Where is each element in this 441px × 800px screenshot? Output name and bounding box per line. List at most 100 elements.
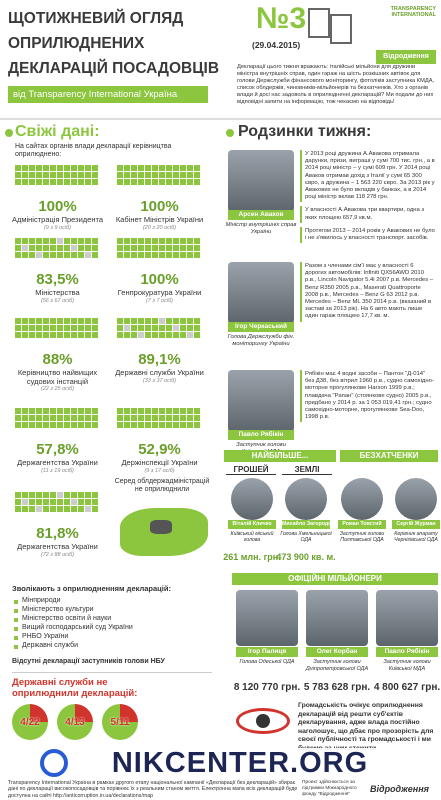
photo xyxy=(395,478,437,520)
waffle-cell xyxy=(159,252,165,258)
waffle-cell xyxy=(131,179,137,185)
waffle-cell xyxy=(131,422,137,428)
person-role: Керівник апарату Чернігівської ОДА xyxy=(394,531,438,543)
fact: У власності А.Авакова три квартири, одна… xyxy=(300,206,438,223)
waffle-cell xyxy=(152,238,158,244)
photo xyxy=(285,478,327,520)
photo xyxy=(228,370,294,432)
waffle-cell xyxy=(131,252,137,258)
person-name: Олег Корбан xyxy=(306,647,368,657)
stat-caption: Кабінет Міністрів України (20 з 20 осіб) xyxy=(112,215,207,231)
waffle-cell xyxy=(187,252,193,258)
waffle-cell xyxy=(187,415,193,421)
facts: Рябікін має 4 водні засоби – Пантон "Д-0… xyxy=(300,370,438,426)
waffle-cell xyxy=(138,325,144,331)
waffle-cell xyxy=(159,318,165,324)
waffle-cell xyxy=(22,165,28,171)
stat-label: Державні служби України xyxy=(115,368,204,377)
waffle-cell xyxy=(85,492,91,498)
photo xyxy=(228,150,294,212)
footer-text: Transparency International Україна в рам… xyxy=(8,780,298,799)
waffle-cell xyxy=(57,499,63,505)
waffle-cell xyxy=(194,325,200,331)
waffle-cell xyxy=(78,506,84,512)
waffle-cell xyxy=(166,172,172,178)
stat-caption: Держінспекції України (9 з 17 осіб) xyxy=(112,458,207,473)
waffle-cell xyxy=(152,408,158,414)
waffle-cell xyxy=(15,332,21,338)
waffle-cell xyxy=(152,422,158,428)
waffle-cell xyxy=(15,506,21,512)
column-title: ЗЕМЛІ xyxy=(282,465,332,475)
waffle-cell xyxy=(78,408,84,414)
waffle-cell xyxy=(50,172,56,178)
stat-value: 100% xyxy=(140,198,179,215)
waffle-cell xyxy=(124,415,130,421)
stat-caption: Держагентства України (11 з 19 осіб) xyxy=(10,458,105,473)
waffle-cell xyxy=(78,179,84,185)
waffle xyxy=(117,238,202,268)
waffle-cell xyxy=(145,165,151,171)
stat-value: 52,9% xyxy=(138,441,181,458)
waffle-cell xyxy=(138,172,144,178)
waffle-cell xyxy=(138,408,144,414)
pie-label: 5/11 xyxy=(110,717,130,728)
waffle-cell xyxy=(166,422,172,428)
waffle-cell xyxy=(78,325,84,331)
waffle-cell xyxy=(152,252,158,258)
waffle-cell xyxy=(71,492,77,498)
waffle-cell xyxy=(180,415,186,421)
waffle-cell xyxy=(166,318,172,324)
waffle-cell xyxy=(124,179,130,185)
waffle-cell xyxy=(71,422,77,428)
waffle-cell xyxy=(50,238,56,244)
waffle-cell xyxy=(92,492,98,498)
waffle-cell xyxy=(57,245,63,251)
waffle-cell xyxy=(50,332,56,338)
waffle-cell xyxy=(173,325,179,331)
waffle-cell xyxy=(43,245,49,251)
waffle-cell xyxy=(159,408,165,414)
waffle-cell xyxy=(64,408,70,414)
waffle-cell xyxy=(50,318,56,324)
waffle-cell xyxy=(152,332,158,338)
waffle-cell xyxy=(64,318,70,324)
waffle-cell xyxy=(166,238,172,244)
waffle-cell xyxy=(29,499,35,505)
waffle-cell xyxy=(43,238,49,244)
waffle-cell xyxy=(22,506,28,512)
waffle-cell xyxy=(145,172,151,178)
fact: Рябікін має 4 водні засоби – Пантон "Д-0… xyxy=(300,370,438,423)
waffle-cell xyxy=(57,325,63,331)
person-value: 5 783 628 грн. xyxy=(303,682,371,693)
waffle-cell xyxy=(85,332,91,338)
eye-pupil xyxy=(256,714,270,728)
stat-count: (56 з 67 осіб) xyxy=(40,297,75,304)
waffle-cell xyxy=(180,165,186,171)
waffle-cell xyxy=(15,318,21,324)
waffle-cell xyxy=(57,492,63,498)
photo xyxy=(376,590,438,646)
section-heading: Зволікають з оприлюдненням декларацій: xyxy=(12,584,171,593)
stat-caption: Міністерства (56 з 67 осіб) xyxy=(10,288,105,304)
waffle-cell xyxy=(159,172,165,178)
person-role: Голова Одеської ОДА xyxy=(239,659,295,665)
waffle-cell xyxy=(85,499,91,505)
waffle-cell xyxy=(194,318,200,324)
waffle-cell xyxy=(92,422,98,428)
stat-value: 89,1% xyxy=(138,351,181,368)
person-name: Михайло Загородній xyxy=(282,520,330,529)
waffle-cell xyxy=(187,408,193,414)
stat-count: (20 з 20 осіб) xyxy=(142,224,177,231)
waffle-cell xyxy=(131,408,137,414)
waffle-cell xyxy=(85,318,91,324)
waffle-cell xyxy=(64,172,70,178)
waffle-cell xyxy=(152,318,158,324)
waffle-cell xyxy=(43,252,49,258)
waffle-cell xyxy=(36,165,42,171)
person-role: Заступник голови Полтавської ОДА xyxy=(339,531,385,543)
waffle-cell xyxy=(180,252,186,258)
waffle-cell xyxy=(173,179,179,185)
waffle-cell xyxy=(180,332,186,338)
stat-label: Керівництво найвищих судових інстанцій xyxy=(17,368,98,386)
